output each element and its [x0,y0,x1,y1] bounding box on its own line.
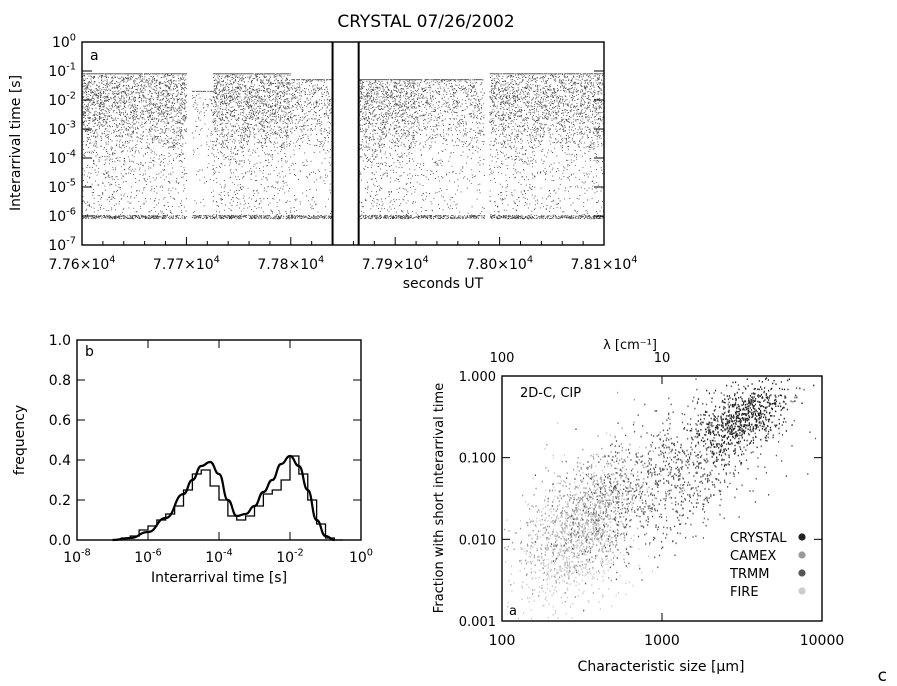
c-plot-frame [501,375,823,622]
panel-c: a 2D-C, CIP 1.000 0.100 0.010 0.001 100 1000… [432,338,844,675]
c-legend-marker-trmm [798,569,806,577]
b-y-tick-label-4: 0.8 [49,373,71,389]
top-x-tick-label-4: 7.80×104 [466,255,533,273]
top-y-tick-label-5: 10-5 [48,178,76,196]
b-y-tick-label-2: 0.4 [49,453,71,469]
panel-c-letter: c [878,666,887,686]
c-y-tick-label-0: 1.000 [459,370,496,385]
c-top-x-axis: 100 10 [490,351,671,384]
top-y-tick-label-0: 100 [52,33,76,51]
c-y-axis: 1.000 0.100 0.010 0.001 [459,370,822,630]
top-x-tick-label-3: 7.79×104 [362,255,429,273]
panel-top: CRYSTAL 07/26/2002 a 100 10-1 10-2 10-3 10-4… [8,12,637,292]
top-y-tick-label-4: 10-4 [48,149,76,167]
top-y-tick-label-2: 10-2 [48,91,76,109]
top-x-tick-label-2: 7.78×104 [257,255,324,273]
top-x-tick-label-5: 7.81×104 [571,255,638,273]
c-top-x-axis-label: λ [cm⁻¹] [603,338,657,353]
top-plot-frame [81,41,605,246]
b-x-tick-label-3: 10-2 [276,548,304,566]
c-panel-label: a [509,604,517,619]
top-y-tick-label-6: 10-6 [48,207,76,225]
c-legend-marker-camex [798,551,806,559]
panel-b: b 0.0 0.2 0.4 0.6 0.8 1.0 10-8 10-6 10-4 10-2 100… [12,333,373,586]
top-x-tick-label-1: 7.77×104 [153,255,220,273]
top-y-axis: 100 10-1 10-2 10-3 10-4 10-5 10-6 10-7 [48,33,604,254]
b-panel-label: b [85,344,94,360]
top-panel-label: a [90,48,99,64]
top-scatter-dots [82,73,605,220]
top-y-tick-label-7: 10-7 [48,236,76,254]
b-y-axis: 0.0 0.2 0.4 0.6 0.8 1.0 [49,333,361,549]
b-x-axis: 10-8 10-6 10-4 10-2 100 [63,340,373,566]
c-points-fire [505,422,662,620]
b-x-tick-label-2: 10-4 [205,548,233,566]
b-plot-frame [76,339,362,541]
c-legend-label-camex: CAMEX [730,549,776,564]
b-y-tick-label-5: 1.0 [49,333,71,349]
top-y-axis-label: Interarrival time [s] [8,75,24,211]
b-step-series [112,455,344,541]
b-y-tick-label-1: 0.2 [49,493,71,509]
b-y-tick-label-3: 0.6 [49,413,71,429]
b-y-axis-label: frequency [12,405,28,475]
c-legend-label-trmm: TRMM [729,567,769,582]
c-x-tick-label-0: 100 [489,633,516,649]
c-x-axis: 100 1000 10000 [489,613,845,649]
top-vertical-markers [331,42,360,245]
b-x-tick-label-0: 10-8 [63,548,91,566]
top-x-axis: 7.76×104 7.77×104 7.78×104 7.79×104 7.80×104… [49,237,638,273]
c-points-trmm [534,378,817,612]
top-x-axis-label: seconds UT [403,276,484,292]
b-series [112,454,344,542]
c-y-axis-label: Fraction with short interarrival time [432,383,447,613]
c-x-axis-label: Characteristic size [μm] [578,659,745,675]
b-smooth-series [112,454,335,542]
c-scatter-points [504,377,817,620]
top-y-tick-label-3: 10-3 [48,120,76,138]
c-legend-label-fire: FIRE [730,585,759,600]
c-top-tick-label-0: 100 [490,351,515,366]
c-y-tick-label-3: 0.001 [459,615,496,630]
b-x-tick-label-1: 10-6 [134,548,162,566]
b-y-tick-label-0: 0.0 [49,533,71,549]
c-top-tick-label-1: 10 [654,351,671,366]
c-points-camex [504,391,686,603]
top-chart-title: CRYSTAL 07/26/2002 [337,12,514,32]
c-points-crystal [675,377,815,480]
top-x-tick-label-0: 7.76×104 [49,255,116,273]
top-y-tick-label-1: 10-1 [48,62,76,80]
c-y-tick-label-1: 0.100 [459,452,496,467]
b-x-tick-label-4: 100 [349,548,373,566]
c-annotation: 2D-C, CIP [520,386,581,401]
c-legend-marker-fire [798,587,806,595]
c-legend: CRYSTAL CAMEX TRMM FIRE [729,531,806,600]
c-legend-label-crystal: CRYSTAL [730,531,787,546]
c-x-tick-label-2: 10000 [800,633,845,649]
top-scatter-points [82,73,605,220]
b-x-axis-label: Interarrival time [s] [151,570,287,586]
c-y-tick-label-2: 0.010 [459,533,496,548]
c-legend-marker-crystal [798,533,806,541]
c-x-tick-label-1: 1000 [644,633,680,649]
